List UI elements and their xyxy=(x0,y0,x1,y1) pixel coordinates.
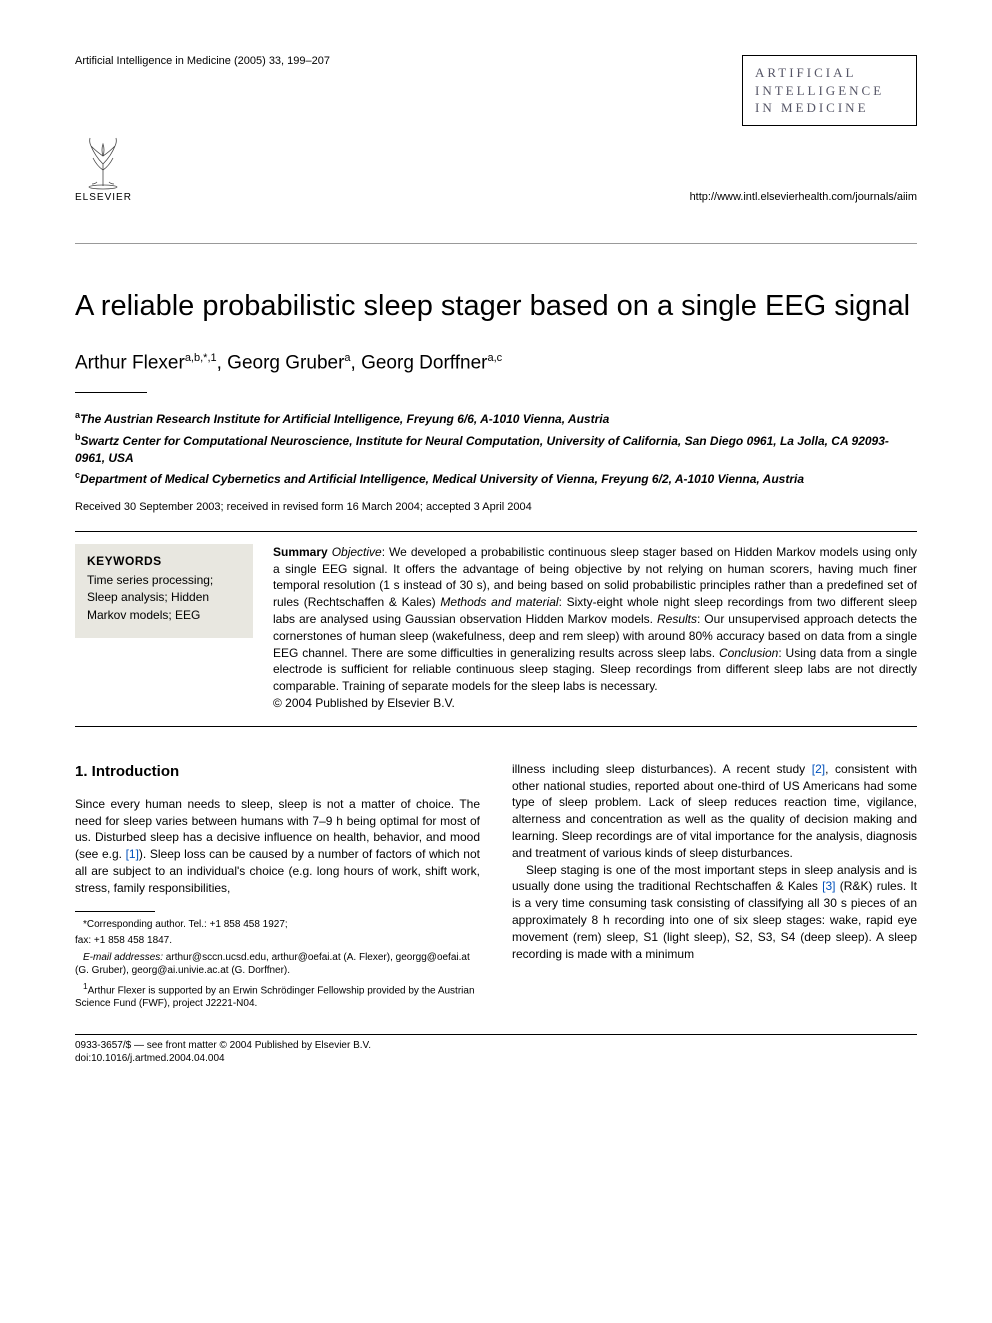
footnote-emails: E-mail addresses: arthur@sccn.ucsd.edu, … xyxy=(75,951,480,978)
footnote-fax: fax: +1 858 458 1847. xyxy=(75,934,480,948)
journal-title-box: ARTIFICIAL INTELLIGENCE IN MEDICINE xyxy=(742,55,917,126)
section-heading: 1. Introduction xyxy=(75,761,480,782)
elsevier-tree-icon xyxy=(77,134,129,190)
body-columns: 1. Introduction Since every human needs … xyxy=(75,761,917,1014)
divider xyxy=(75,243,917,244)
footnote-corresponding: *Corresponding author. Tel.: +1 858 458 … xyxy=(75,918,480,932)
keywords-box: KEYWORDS Time series processing; Sleep a… xyxy=(75,544,253,638)
logo-row: ELSEVIER http://www.intl.elsevierhealth.… xyxy=(75,134,917,203)
journal-box-line: IN MEDICINE xyxy=(755,99,904,117)
keywords-heading: KEYWORDS xyxy=(87,554,241,568)
footnote-rule xyxy=(75,911,155,912)
elsevier-logo: ELSEVIER xyxy=(75,134,132,203)
publisher-name: ELSEVIER xyxy=(75,192,132,203)
abstract-text: Summary Objective: We developed a probab… xyxy=(273,544,917,712)
abstract-body: Summary Objective: We developed a probab… xyxy=(273,545,917,693)
authors-list: Arthur Flexera,b,*,1, Georg Grubera, Geo… xyxy=(75,352,917,374)
footnote-funding: 1Arthur Flexer is supported by an Erwin … xyxy=(75,981,480,1011)
bottom-rule: 0933-3657/$ — see front matter © 2004 Pu… xyxy=(75,1034,917,1066)
journal-reference: Artificial Intelligence in Medicine (200… xyxy=(75,55,330,67)
header-row: Artificial Intelligence in Medicine (200… xyxy=(75,55,917,126)
paragraph: Sleep staging is one of the most importa… xyxy=(512,862,917,963)
column-right: illness including sleep disturbances). A… xyxy=(512,761,917,1014)
affiliation: cDepartment of Medical Cybernetics and A… xyxy=(75,469,917,488)
abstract-container: KEYWORDS Time series processing; Sleep a… xyxy=(75,531,917,727)
affiliation: aThe Austrian Research Institute for Art… xyxy=(75,409,917,428)
journal-box-line: INTELLIGENCE xyxy=(755,82,904,100)
doi-line: doi:10.1016/j.artmed.2004.04.004 xyxy=(75,1052,917,1066)
paragraph: illness including sleep disturbances). A… xyxy=(512,761,917,862)
article-dates: Received 30 September 2003; received in … xyxy=(75,501,917,513)
affiliations: aThe Austrian Research Institute for Art… xyxy=(75,409,917,489)
journal-box-line: ARTIFICIAL xyxy=(755,64,904,82)
paragraph: Since every human needs to sleep, sleep … xyxy=(75,796,480,897)
affiliation: bSwartz Center for Computational Neurosc… xyxy=(75,431,917,468)
footnotes: *Corresponding author. Tel.: +1 858 458 … xyxy=(75,918,480,1011)
article-title: A reliable probabilistic sleep stager ba… xyxy=(75,288,917,324)
journal-url[interactable]: http://www.intl.elsevierhealth.com/journ… xyxy=(690,191,917,203)
author-divider xyxy=(75,392,147,393)
keywords-list: Time series processing; Sleep analysis; … xyxy=(87,572,241,624)
column-left: 1. Introduction Since every human needs … xyxy=(75,761,480,1014)
abstract-copyright: © 2004 Published by Elsevier B.V. xyxy=(273,696,455,710)
issn-line: 0933-3657/$ — see front matter © 2004 Pu… xyxy=(75,1039,917,1053)
